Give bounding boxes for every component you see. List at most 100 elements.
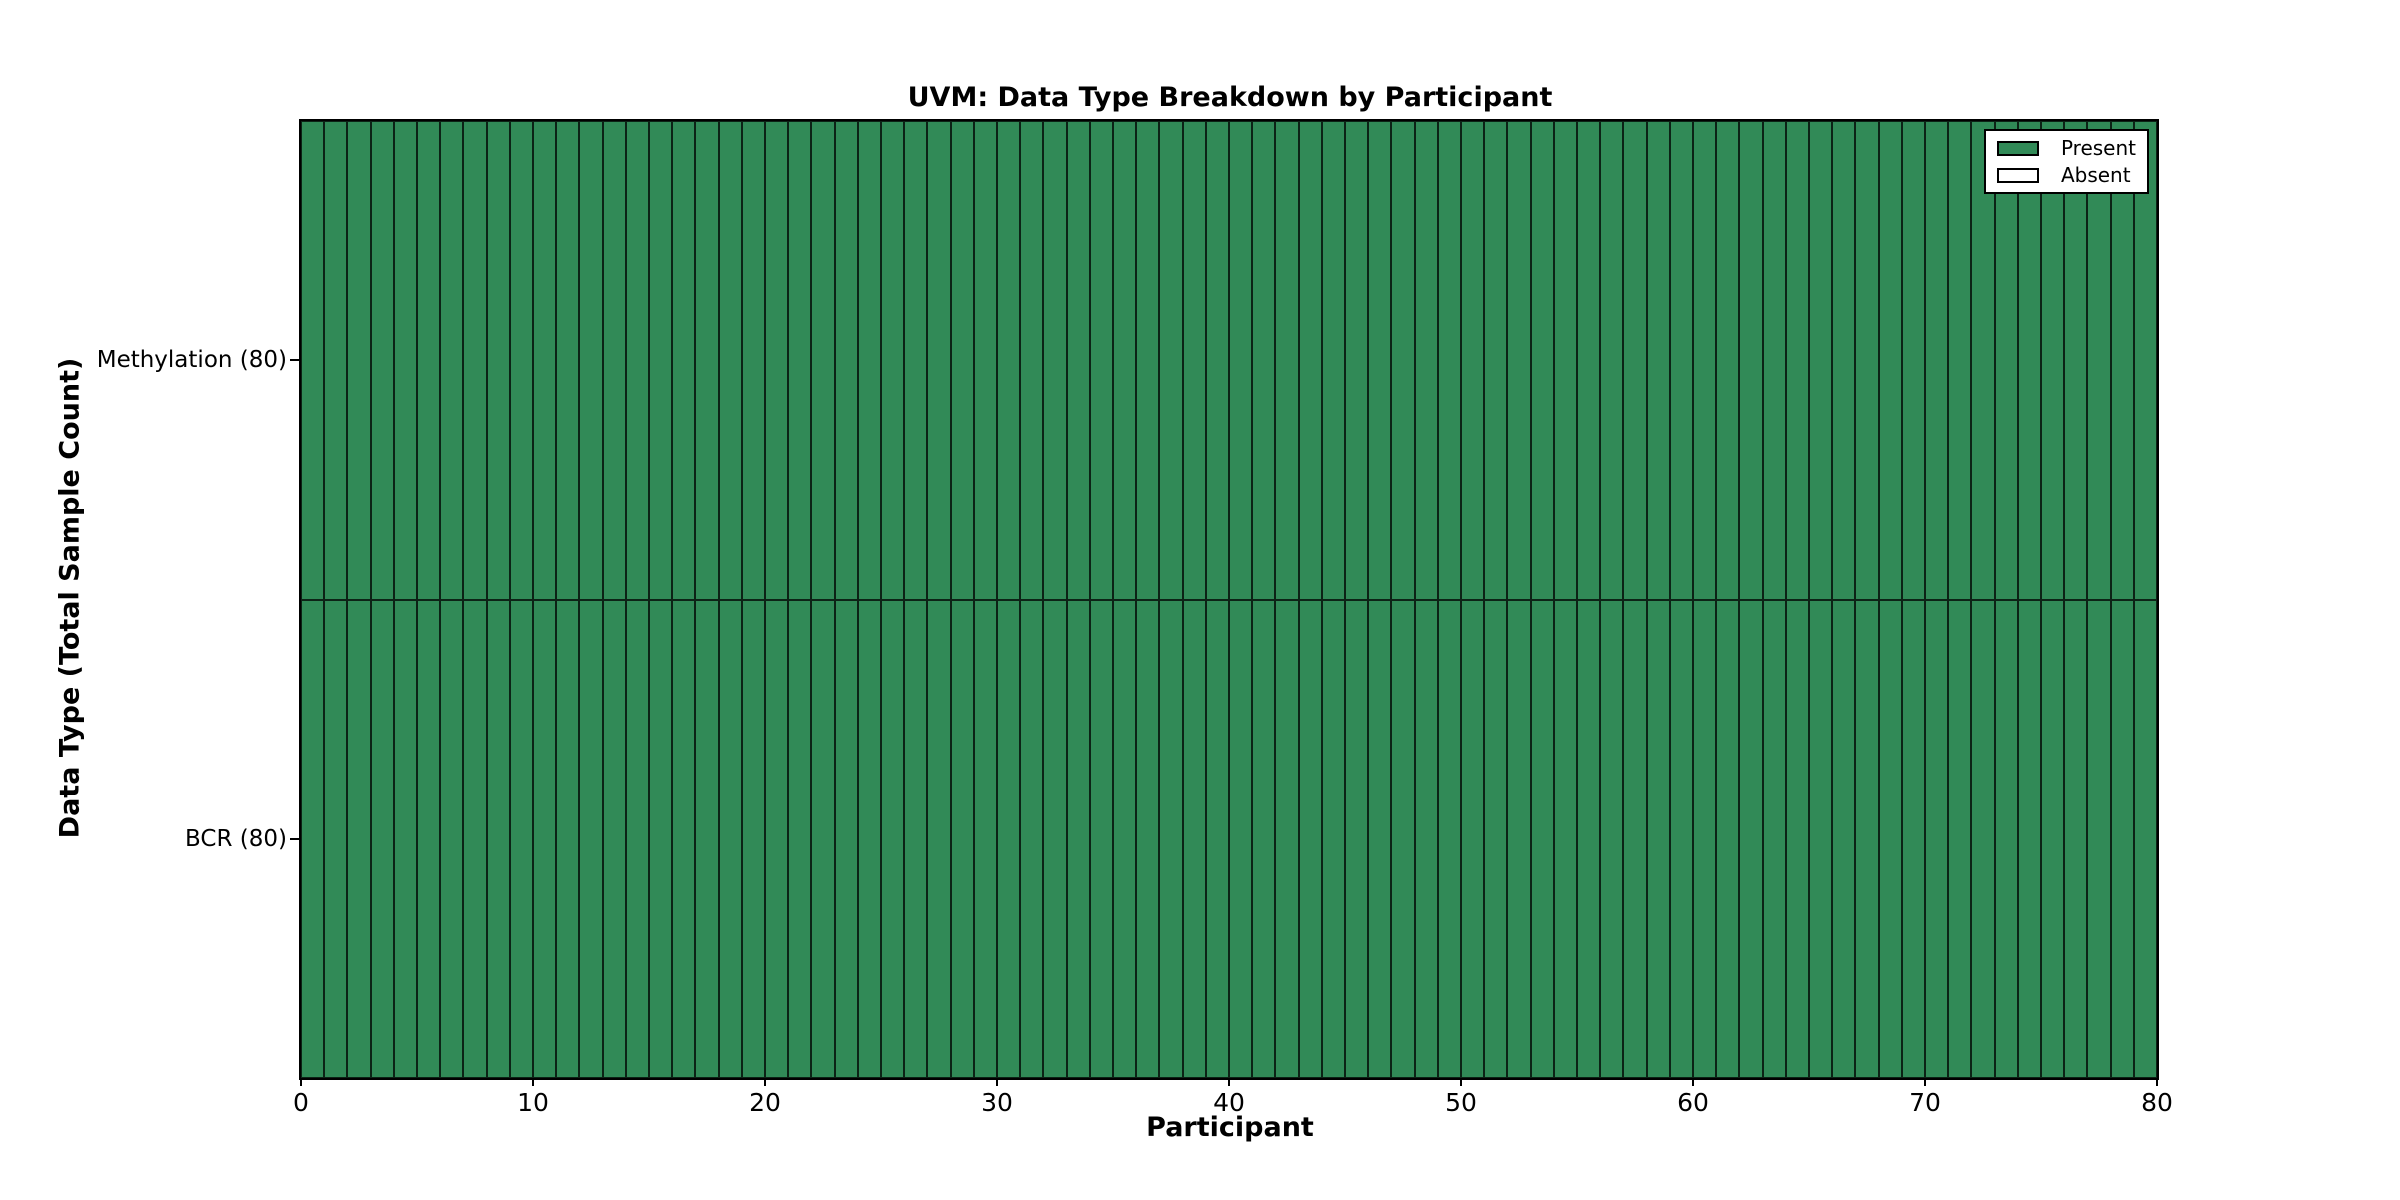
heatmap-cell	[556, 599, 580, 1078]
heatmap-cell	[1136, 599, 1160, 1078]
heatmap-cell	[1414, 599, 1438, 1078]
heatmap-cell	[904, 121, 928, 600]
heatmap-cell	[1345, 599, 1369, 1078]
heatmap-cell	[765, 599, 789, 1078]
x-tick-label: 80	[2141, 1088, 2173, 1117]
heatmap-cell	[1437, 599, 1461, 1078]
heatmap-cell	[370, 121, 394, 600]
heatmap-cell	[1577, 599, 1601, 1078]
heatmap-cell	[1182, 121, 1206, 600]
heatmap-cell	[440, 121, 464, 600]
heatmap-cell	[765, 121, 789, 600]
heatmap-cell	[1066, 599, 1090, 1078]
x-axis-label: Participant	[1146, 1112, 1314, 1143]
heatmap-cell	[463, 599, 487, 1078]
legend-entry: Absent	[1996, 165, 2136, 185]
heatmap-cell	[2110, 121, 2134, 600]
x-tick-label: 60	[1677, 1088, 1709, 1117]
heatmap-cell	[2110, 599, 2134, 1078]
x-tick-mark	[1228, 1080, 1230, 1086]
heatmap-cell	[347, 121, 371, 600]
heatmap-cell	[1507, 121, 1531, 600]
heatmap-cell	[463, 121, 487, 600]
heatmap-cell	[370, 599, 394, 1078]
heatmap-cell	[1971, 121, 1995, 600]
heatmap-cell	[1275, 599, 1299, 1078]
heatmap-cell	[1298, 599, 1322, 1078]
heatmap-cell	[881, 599, 905, 1078]
heatmap-cell	[324, 599, 348, 1078]
heatmap-cell	[1646, 121, 1670, 600]
heatmap-cell	[997, 121, 1021, 600]
heatmap-cell	[417, 121, 441, 600]
y-axis-label: Data Type (Total Sample Count)	[54, 357, 86, 839]
heatmap-cell	[556, 121, 580, 600]
heatmap-cell	[2041, 599, 2065, 1078]
heatmap-cell	[579, 121, 603, 600]
heatmap-cell	[1716, 121, 1740, 600]
heatmap-cell	[718, 121, 742, 600]
heatmap-cell	[1623, 599, 1647, 1078]
heatmap-cell	[1994, 121, 2018, 600]
heatmap-cell	[486, 121, 510, 600]
x-tick-mark	[996, 1080, 998, 1086]
heatmap-cell	[950, 599, 974, 1078]
heatmap-cell	[1020, 121, 1044, 600]
heatmap-cell	[2133, 599, 2157, 1078]
heatmap-cell	[973, 121, 997, 600]
legend-entry: Present	[1996, 138, 2136, 158]
heatmap-cell	[1159, 121, 1183, 600]
y-tick-mark	[290, 837, 299, 840]
heatmap-cell	[1043, 599, 1067, 1078]
heatmap-cell	[834, 121, 858, 600]
heatmap-cell	[1646, 599, 1670, 1078]
heatmap-cell	[1878, 121, 1902, 600]
heatmap-grid	[301, 121, 2157, 1078]
heatmap-cell	[1600, 599, 1624, 1078]
heatmap-cell	[533, 599, 557, 1078]
heatmap-cell	[1809, 599, 1833, 1078]
heatmap-cell	[1878, 599, 1902, 1078]
heatmap-cell	[1530, 121, 1554, 600]
heatmap-cell	[1275, 121, 1299, 600]
heatmap-cell	[695, 121, 719, 600]
heatmap-cell	[1484, 121, 1508, 600]
heatmap-cell	[741, 121, 765, 600]
x-tick-label: 0	[293, 1088, 309, 1117]
x-tick-mark	[532, 1080, 534, 1086]
heatmap-cell	[602, 121, 626, 600]
chart-title: UVM: Data Type Breakdown by Participant	[907, 82, 1553, 113]
heatmap-cell	[1089, 599, 1113, 1078]
heatmap-cell	[1762, 599, 1786, 1078]
heatmap-cell	[1345, 121, 1369, 600]
heatmap-cell	[1020, 599, 1044, 1078]
heatmap-cell	[1553, 121, 1577, 600]
heatmap-cell	[1832, 121, 1856, 600]
heatmap-cell	[602, 599, 626, 1078]
heatmap-cell	[1716, 599, 1740, 1078]
heatmap-cell	[1391, 599, 1415, 1078]
heatmap-cell	[2041, 121, 2065, 600]
heatmap-cell	[1437, 121, 1461, 600]
heatmap-cell	[1785, 599, 1809, 1078]
heatmap-cell	[904, 599, 928, 1078]
heatmap-cell	[1205, 599, 1229, 1078]
heatmap-cell	[417, 599, 441, 1078]
heatmap-cell	[1948, 599, 1972, 1078]
heatmap-cell	[857, 599, 881, 1078]
y-tick-mark	[290, 359, 299, 362]
heatmap-cell	[649, 599, 673, 1078]
heatmap-cell	[1693, 121, 1717, 600]
legend-swatch-absent-icon	[1996, 167, 2039, 183]
heatmap-cell	[1901, 599, 1925, 1078]
heatmap-cell	[1669, 599, 1693, 1078]
heatmap-cell	[1182, 599, 1206, 1078]
heatmap-cell	[509, 121, 533, 600]
x-tick-mark	[300, 1080, 302, 1086]
heatmap-cell	[2064, 121, 2088, 600]
heatmap-cell	[695, 599, 719, 1078]
x-tick-label: 40	[1213, 1088, 1245, 1117]
x-tick-label: 20	[749, 1088, 781, 1117]
x-tick-mark	[2156, 1080, 2158, 1086]
